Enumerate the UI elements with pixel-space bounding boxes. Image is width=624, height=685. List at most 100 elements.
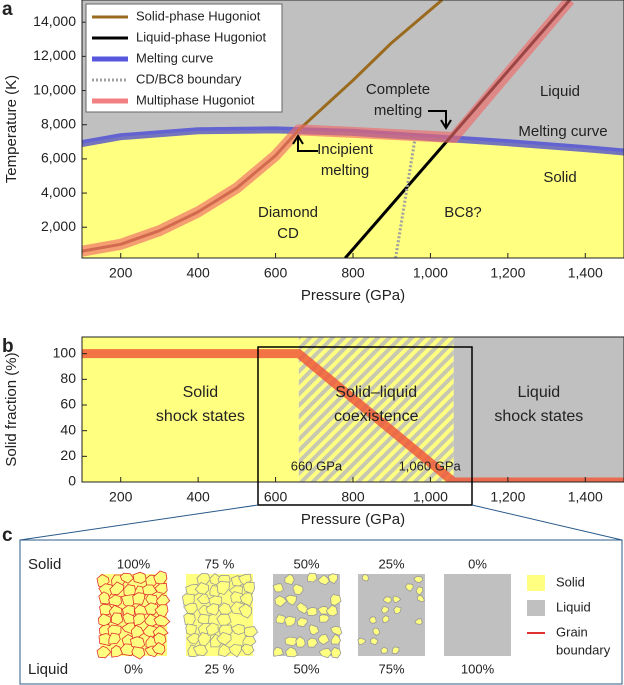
grain: [361, 573, 369, 582]
grain: [96, 645, 112, 659]
grain: [370, 637, 379, 646]
grain: [306, 606, 318, 617]
tile-bg: [358, 574, 425, 656]
grain: [357, 637, 367, 646]
grain: [119, 572, 135, 584]
legend-label: Solid-phase Hugoniot: [136, 8, 261, 23]
grain: [109, 581, 125, 596]
x-tick-label: 1,000: [413, 489, 448, 505]
grain: [415, 586, 424, 596]
y-tick-label: 10,000: [33, 81, 76, 97]
grain: [295, 635, 306, 648]
y-tick-label: 100: [53, 344, 77, 360]
grain: [317, 574, 330, 586]
annotation: Complete: [366, 81, 430, 98]
grain: [306, 572, 318, 583]
solid-percent: 0%: [468, 556, 487, 571]
grain-tile: [96, 570, 171, 660]
grain: [216, 580, 230, 596]
grain: [391, 646, 400, 655]
grain: [330, 625, 343, 636]
legend-swatch: [527, 575, 545, 591]
legend-label: Liquid-phase Hugoniot: [136, 29, 266, 44]
annotation: melting: [321, 162, 369, 179]
y-tick-label: 6,000: [41, 150, 76, 166]
x-tick-label: 1,400: [568, 489, 603, 505]
annotation: 660 GPa: [291, 458, 343, 473]
solid-percent: 50%: [293, 556, 319, 571]
grain: [369, 616, 377, 624]
grain: [218, 643, 232, 658]
grain: [372, 627, 381, 636]
solid-region: [82, 129, 624, 258]
grain: [228, 644, 243, 658]
annotation: 1,060 GPa: [399, 458, 462, 473]
x-tick-label: 200: [109, 265, 133, 281]
y-tick-label: 4,000: [41, 184, 76, 200]
grain: [380, 605, 389, 614]
grain: [327, 573, 339, 585]
grain: [414, 618, 423, 626]
x-tick-label: 1,000: [413, 265, 448, 281]
annotation: Incipient: [317, 141, 374, 158]
grain-tile: [444, 574, 511, 656]
grain: [133, 613, 146, 627]
grain: [308, 624, 320, 636]
grain: [111, 612, 124, 626]
grain: [238, 603, 253, 619]
grain: [392, 595, 402, 604]
y-tick-label: 14,000: [33, 13, 76, 29]
grain: [196, 593, 211, 605]
region-label: Liquid: [517, 384, 560, 401]
region-label: Solid: [183, 384, 219, 401]
solid-percent: 25%: [378, 556, 404, 571]
solid-region: [82, 337, 299, 482]
legend-label: Liquid: [556, 599, 591, 614]
grain: [185, 583, 201, 596]
liquid-percent: 75%: [378, 661, 404, 676]
grain: [131, 646, 146, 660]
liquid-percent: 25 %: [205, 661, 235, 676]
zoom-box: [257, 346, 473, 506]
grain: [404, 583, 414, 592]
grain: [98, 591, 112, 605]
grain: [230, 623, 247, 635]
series-line: [82, 0, 575, 257]
liquid-percent: 0%: [124, 661, 143, 676]
plot-area: [82, 337, 624, 482]
legend-label: CD/BC8 boundary: [136, 71, 242, 86]
liquid-percent: 50%: [293, 661, 319, 676]
grain: [205, 603, 220, 616]
grain-tile: [272, 572, 343, 659]
grain: [380, 646, 388, 654]
legend-label: Solid: [556, 574, 585, 589]
grain: [132, 571, 147, 584]
grain: [273, 646, 284, 657]
legend-swatch: [527, 600, 545, 616]
grain: [275, 614, 287, 624]
grain: [283, 615, 297, 627]
grain: [239, 592, 254, 607]
region-label: Solid–liquid: [335, 384, 417, 401]
region-label: shock states: [156, 408, 245, 425]
grain: [393, 606, 402, 615]
tile-bg: [444, 574, 511, 656]
x-tick-label: 600: [264, 489, 288, 505]
grain: [381, 615, 390, 624]
grain: [192, 644, 208, 657]
grain-tile: [181, 572, 259, 658]
grain: [296, 617, 308, 628]
grain: [296, 602, 309, 615]
x-tick-label: 800: [341, 265, 365, 281]
y-tick-label: 80: [60, 370, 76, 386]
grain: [154, 582, 168, 595]
arrow: [292, 134, 318, 152]
grain: [317, 633, 330, 646]
grain: [205, 622, 219, 636]
grain: [272, 583, 284, 593]
grain: [108, 632, 121, 645]
liquid-region: [453, 337, 624, 482]
grain: [285, 646, 298, 658]
zoom-line: [471, 504, 623, 541]
